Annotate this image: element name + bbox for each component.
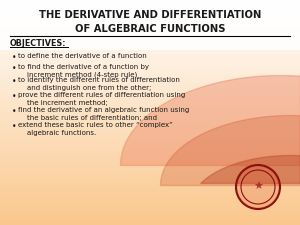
Bar — [0, 159, 300, 163]
Bar — [0, 168, 300, 171]
Bar — [0, 151, 300, 155]
Bar — [0, 204, 300, 208]
Bar — [0, 67, 300, 70]
Bar — [0, 16, 300, 20]
Bar — [0, 72, 300, 76]
Bar — [0, 126, 300, 129]
FancyBboxPatch shape — [0, 0, 300, 50]
Text: extend these basic rules to other “complex”
    algebraic functions.: extend these basic rules to other “compl… — [18, 122, 173, 136]
Bar — [0, 106, 300, 110]
Bar — [0, 95, 300, 99]
Bar — [0, 176, 300, 180]
Bar — [0, 190, 300, 194]
Bar — [0, 7, 300, 11]
Bar — [0, 69, 300, 73]
Bar — [0, 109, 300, 112]
Bar — [0, 157, 300, 160]
Text: ★: ★ — [253, 182, 263, 192]
Bar — [0, 162, 300, 166]
Bar — [0, 142, 300, 146]
Bar — [0, 103, 300, 107]
Text: •: • — [12, 92, 16, 101]
Bar — [0, 218, 300, 222]
Bar — [0, 120, 300, 124]
Bar — [0, 83, 300, 87]
Bar — [0, 89, 300, 93]
Text: THE DERIVATIVE AND DIFFERENTIATION: THE DERIVATIVE AND DIFFERENTIATION — [39, 10, 261, 20]
Bar — [0, 185, 300, 188]
Text: OF ALGEBRAIC FUNCTIONS: OF ALGEBRAIC FUNCTIONS — [75, 24, 225, 34]
Bar — [0, 2, 300, 6]
Bar — [0, 30, 300, 34]
Bar — [0, 117, 300, 121]
Bar — [0, 5, 300, 8]
Bar — [0, 216, 300, 219]
Bar — [0, 179, 300, 183]
Bar — [0, 78, 300, 82]
Bar — [0, 221, 300, 225]
Bar — [0, 148, 300, 152]
Text: to find the derivative of a function by
    increment method (4-step rule): to find the derivative of a function by … — [18, 64, 149, 79]
Bar — [0, 171, 300, 174]
Bar — [0, 64, 300, 68]
Text: •: • — [12, 122, 16, 131]
Bar — [0, 52, 300, 56]
Text: •: • — [12, 77, 16, 86]
Bar — [0, 22, 300, 25]
Bar — [0, 27, 300, 31]
Bar — [0, 165, 300, 169]
Bar — [0, 38, 300, 42]
Bar — [0, 199, 300, 203]
Bar — [0, 145, 300, 149]
Bar — [0, 134, 300, 138]
Bar — [0, 193, 300, 197]
Text: •: • — [12, 107, 16, 116]
Bar — [0, 210, 300, 214]
Bar — [0, 137, 300, 141]
Bar — [0, 131, 300, 135]
Bar — [0, 196, 300, 200]
Bar — [0, 55, 300, 59]
Bar — [0, 81, 300, 84]
Text: •: • — [12, 64, 16, 73]
Bar — [0, 10, 300, 14]
Bar — [0, 128, 300, 132]
Text: •: • — [12, 53, 16, 62]
Bar — [0, 97, 300, 101]
Text: to define the derivative of a function: to define the derivative of a function — [18, 53, 147, 59]
Bar — [0, 0, 300, 3]
Bar — [0, 24, 300, 28]
Bar — [0, 182, 300, 186]
Bar — [0, 50, 300, 54]
Bar — [0, 36, 300, 39]
Bar — [0, 114, 300, 118]
Bar — [0, 140, 300, 144]
Bar — [0, 213, 300, 216]
Bar — [0, 44, 300, 48]
Bar — [0, 207, 300, 211]
Bar — [0, 100, 300, 104]
Text: prove the different rules of differentiation using
    the increment method;: prove the different rules of differentia… — [18, 92, 185, 106]
Bar — [0, 173, 300, 177]
Bar — [0, 41, 300, 45]
Bar — [0, 112, 300, 115]
Bar — [0, 19, 300, 22]
Bar — [0, 13, 300, 17]
Bar — [0, 75, 300, 79]
Bar — [0, 92, 300, 96]
Bar — [0, 202, 300, 205]
Bar — [0, 58, 300, 62]
Bar — [0, 154, 300, 158]
Text: find the derivative of an algebraic function using
    the basic rules of differ: find the derivative of an algebraic func… — [18, 107, 189, 121]
Text: OBJECTIVES:: OBJECTIVES: — [10, 40, 67, 49]
Text: to identify the different rules of differentiation
    and distinguish one from : to identify the different rules of diffe… — [18, 77, 180, 91]
Bar — [0, 61, 300, 65]
Bar — [0, 47, 300, 51]
Bar — [0, 33, 300, 36]
Circle shape — [237, 166, 279, 208]
Bar — [0, 123, 300, 126]
Bar — [0, 86, 300, 90]
Bar — [0, 187, 300, 191]
